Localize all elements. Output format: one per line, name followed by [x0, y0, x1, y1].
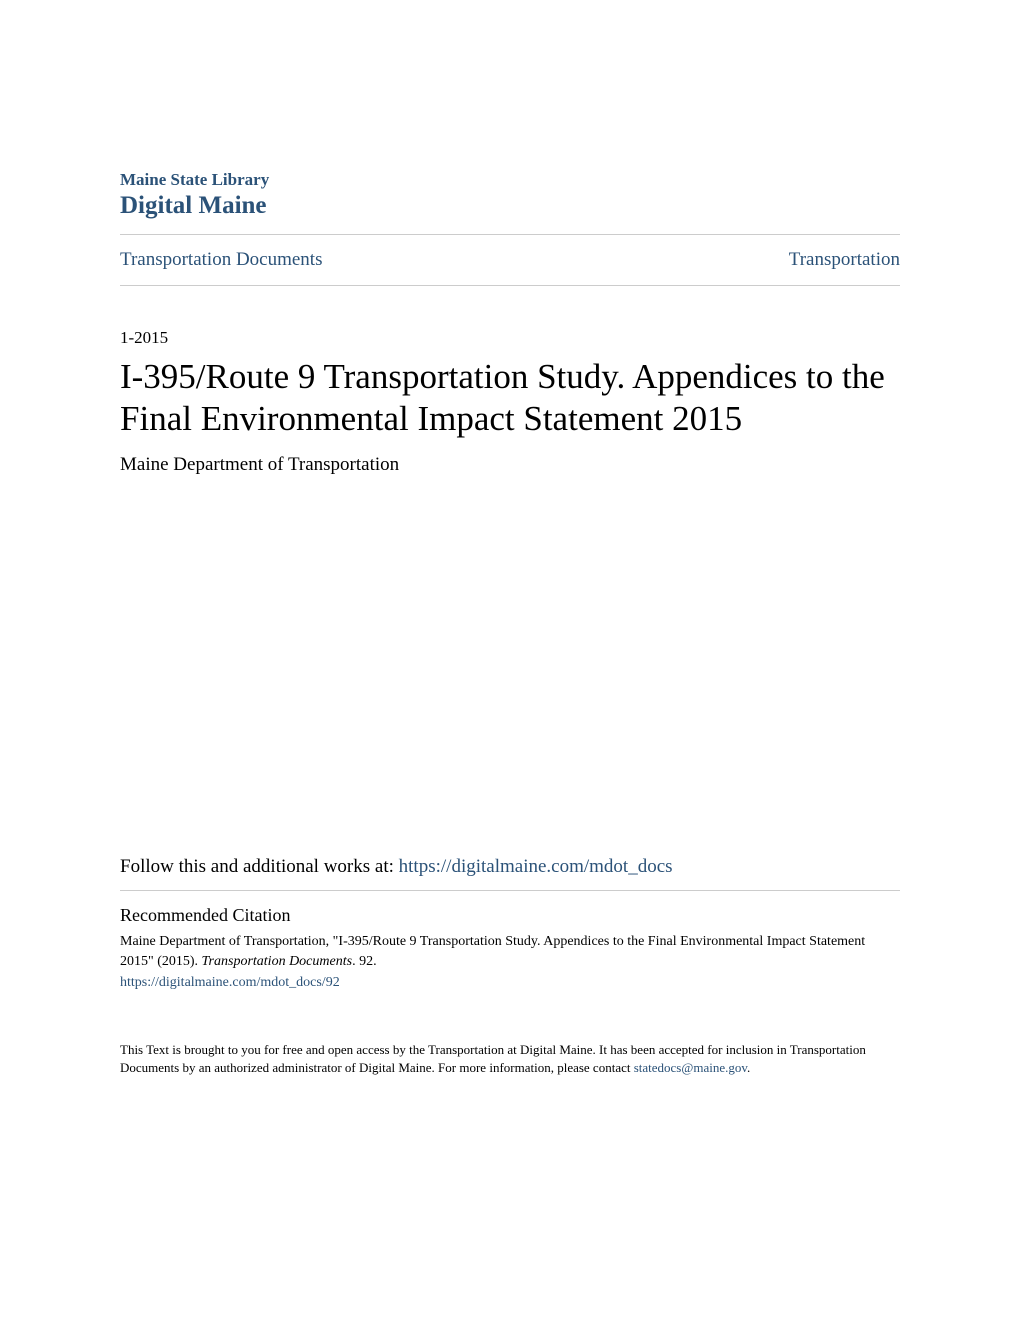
footer-email-link[interactable]: statedocs@maine.gov	[634, 1060, 747, 1075]
divider-follow	[120, 890, 900, 891]
citation-link[interactable]: https://digitalmaine.com/mdot_docs/92	[120, 973, 900, 993]
breadcrumb-right-link[interactable]: Transportation	[789, 249, 900, 271]
site-name[interactable]: Digital Maine	[120, 192, 900, 220]
citation-heading: Recommended Citation	[120, 905, 900, 926]
footer-text-2: .	[747, 1060, 750, 1075]
library-label: Maine State Library	[120, 170, 900, 190]
document-title: I-395/Route 9 Transportation Study. Appe…	[120, 356, 900, 440]
date-label: 1-2015	[120, 328, 900, 348]
breadcrumb-left-link[interactable]: Transportation Documents	[120, 249, 322, 271]
spacer	[120, 476, 900, 856]
breadcrumb-row: Transportation Documents Transportation	[120, 235, 900, 285]
follow-link[interactable]: https://digitalmaine.com/mdot_docs	[399, 856, 673, 877]
divider-breadcrumb	[120, 285, 900, 286]
citation-text-2: . 92.	[352, 954, 377, 969]
follow-line: Follow this and additional works at: htt…	[120, 856, 900, 878]
follow-prefix: Follow this and additional works at:	[120, 856, 399, 877]
footer-note: This Text is brought to you for free and…	[120, 1041, 900, 1077]
citation-italic: Transportation Documents	[202, 954, 353, 969]
footer-text-1: This Text is brought to you for free and…	[120, 1042, 866, 1075]
citation-body: Maine Department of Transportation, "I-3…	[120, 932, 900, 993]
document-author: Maine Department of Transportation	[120, 454, 900, 476]
header-section: Maine State Library Digital Maine	[120, 170, 900, 220]
